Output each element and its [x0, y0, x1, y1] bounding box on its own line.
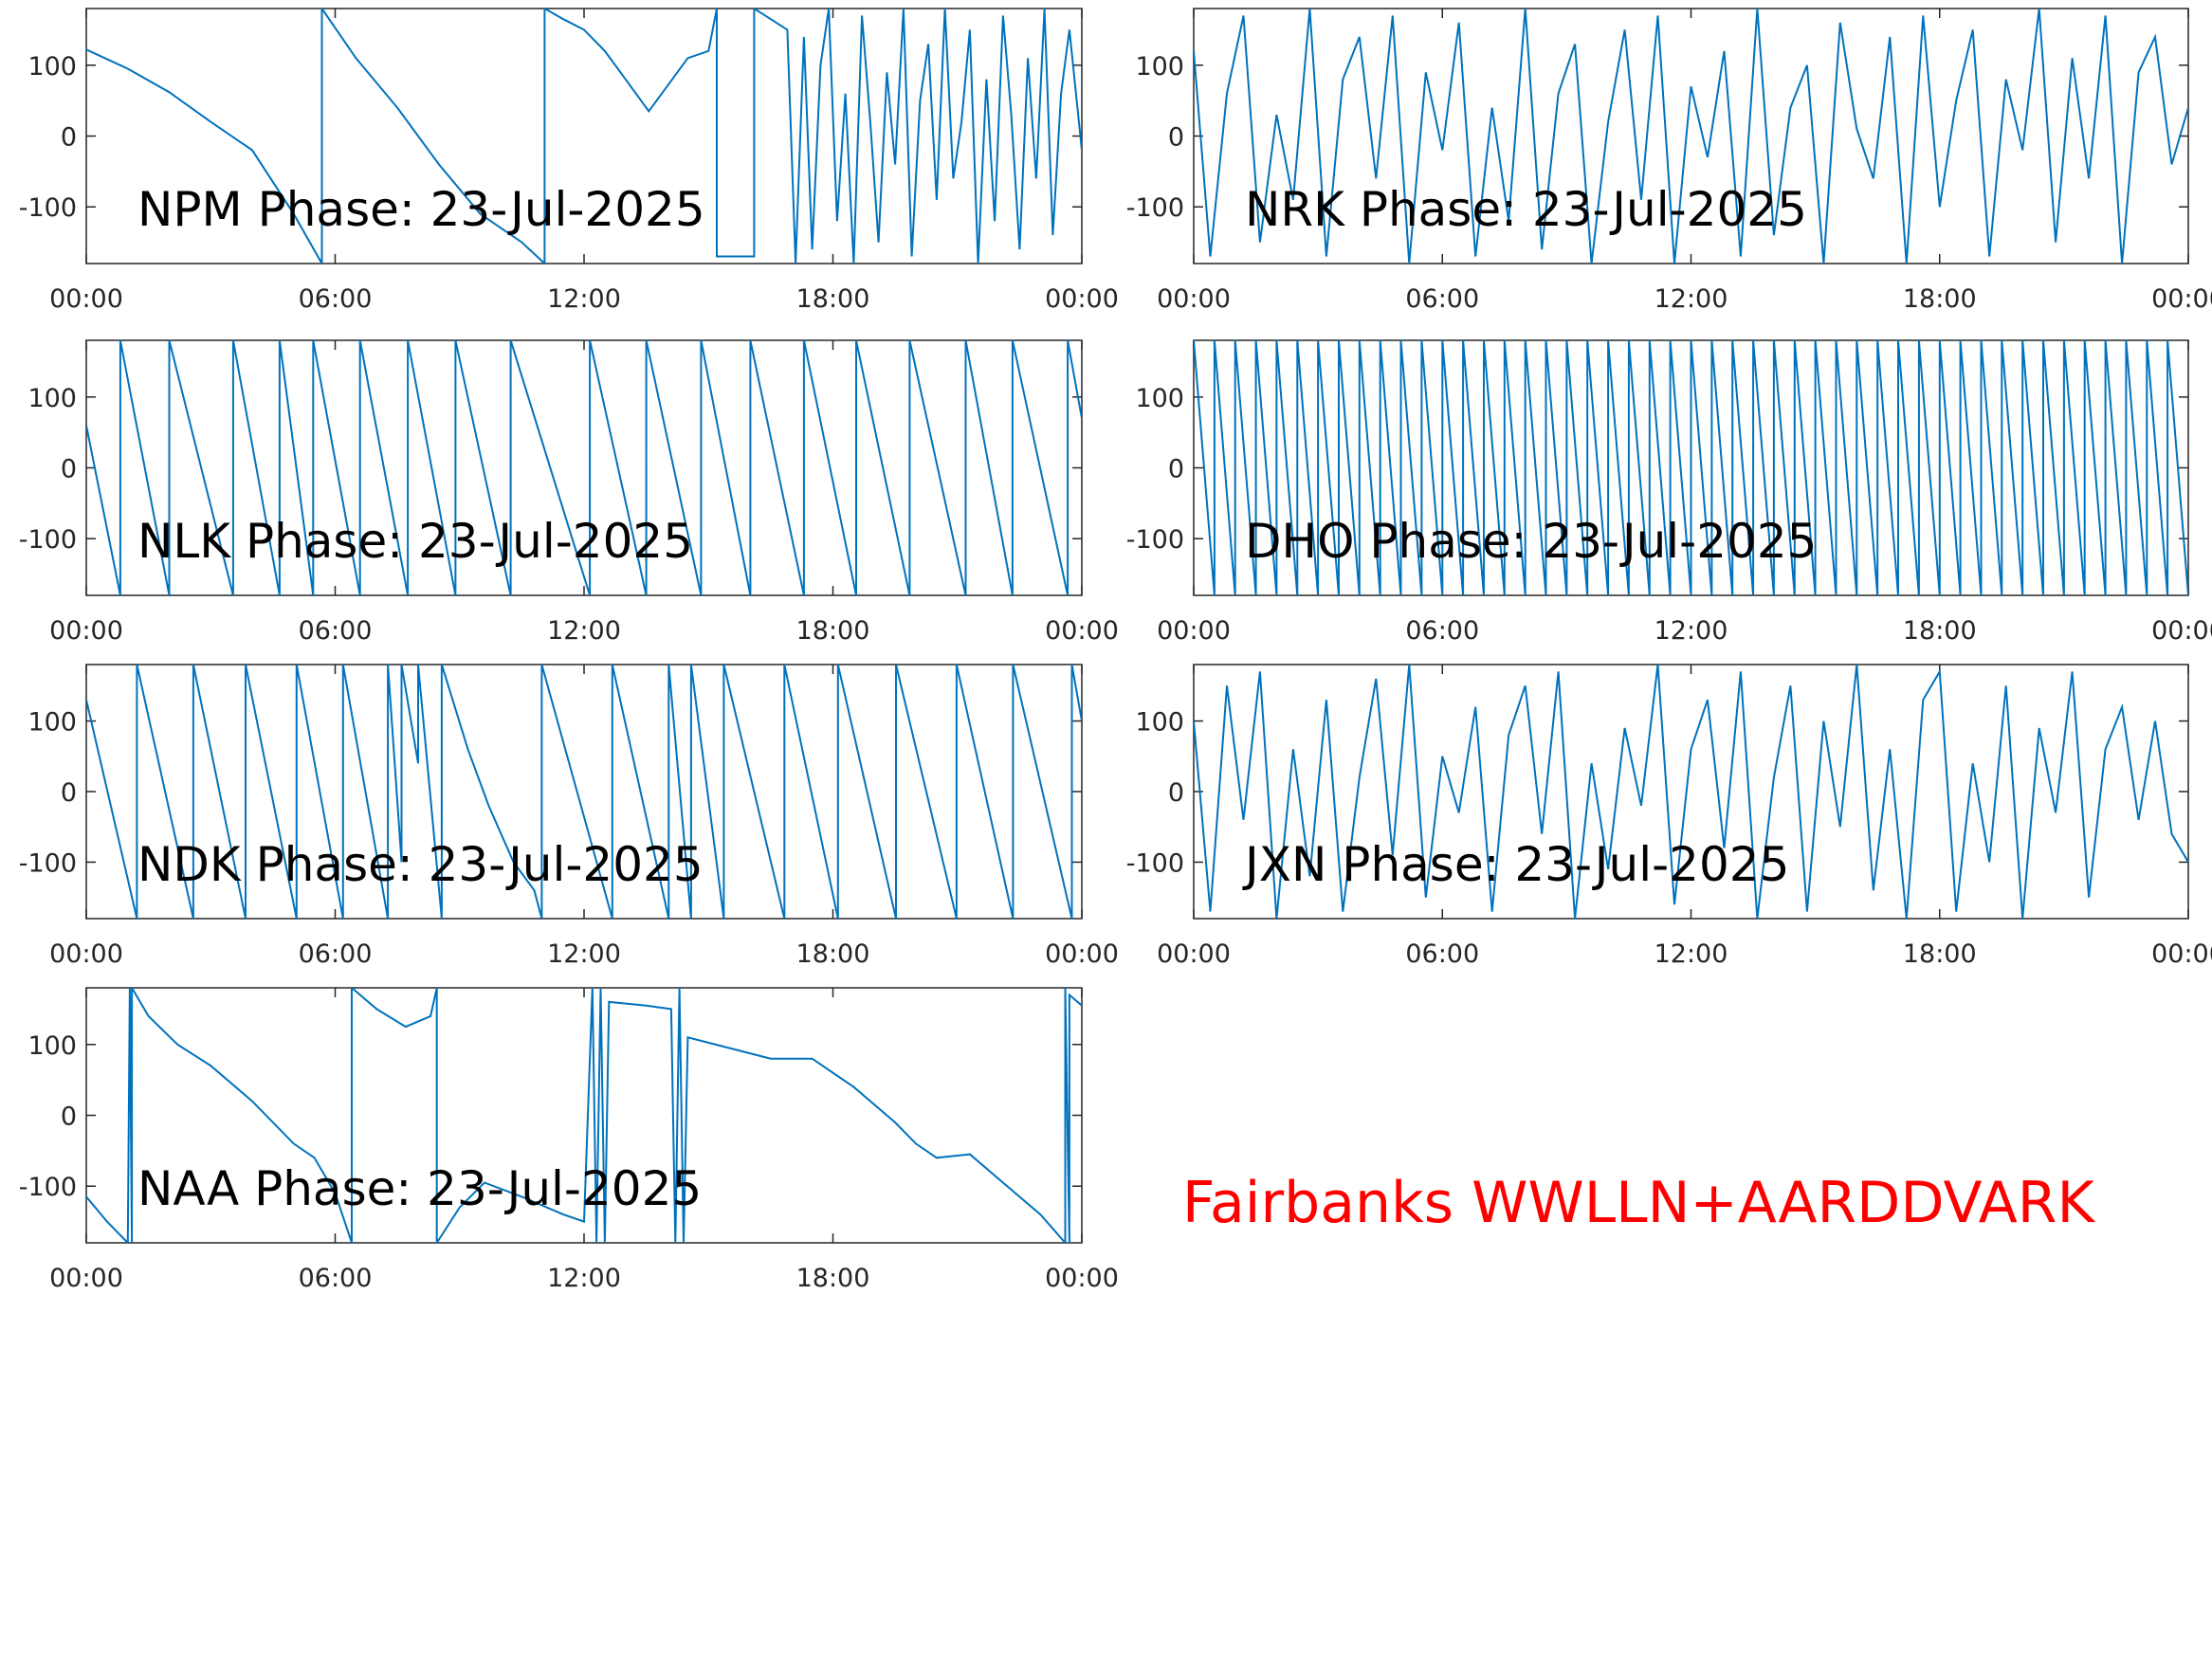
subplot: -100 0 100 00:00 06:00 12:00 18:00 00:00 NAA Pha…: [19, 987, 1119, 1293]
chart-title: NDK Phase: 23-Jul-2025: [137, 837, 704, 892]
x-tick-label: 18:00: [796, 939, 870, 969]
x-tick-label: 12:00: [547, 616, 621, 646]
x-tick-label: 00:00: [1045, 284, 1119, 314]
phase-line: [86, 9, 1082, 264]
x-tick-label: 00:00: [49, 1264, 123, 1293]
subplot: -100 0 100 00:00 06:00 12:00 18:00 00:00 NPM Pha…: [19, 8, 1119, 314]
subplot: -100 0 100 00:00 06:00 12:00 18:00 00:00 NDK Pha…: [19, 664, 1119, 969]
chart-title: NRK Phase: 23-Jul-2025: [1245, 182, 1807, 237]
y-tick-label: 100: [27, 1031, 77, 1061]
chart-title: NAA Phase: 23-Jul-2025: [137, 1161, 702, 1216]
x-tick-label: 06:00: [299, 1264, 373, 1293]
y-tick-label: 100: [27, 52, 77, 82]
y-tick-label: 100: [27, 708, 77, 738]
x-tick-label: 18:00: [796, 616, 870, 646]
x-tick-label: 06:00: [1405, 284, 1479, 314]
y-tick-label: 0: [61, 455, 77, 484]
y-tick-label: 0: [1168, 778, 1184, 808]
y-tick-label: 100: [27, 384, 77, 413]
y-tick-label: 0: [1168, 123, 1184, 153]
axes-box: [1193, 664, 2189, 920]
y-tick-label: -100: [1126, 848, 1184, 878]
x-tick-label: 18:00: [1903, 939, 1977, 969]
y-tick-label: -100: [19, 193, 77, 223]
x-tick-label: 06:00: [299, 939, 373, 969]
x-tick-label: 00:00: [1045, 616, 1119, 646]
x-tick-label: 18:00: [796, 1264, 870, 1293]
y-tick-label: -100: [19, 525, 77, 555]
x-tick-label: 00:00: [49, 616, 123, 646]
phase-line: [86, 665, 1082, 919]
subplot: -100 0 100 00:00 06:00 12:00 18:00 00:00 NLK Pha…: [19, 339, 1119, 646]
subplot: -100 0 100 00:00 06:00 12:00 18:00 00:00 JXN Pha…: [1126, 664, 2212, 969]
x-tick-label: 00:00: [1157, 284, 1231, 314]
phase-line: [86, 988, 1082, 1243]
y-tick-label: 100: [1135, 708, 1184, 738]
annotation: Fairbanks WWLLN+AARDDVARK: [1182, 1170, 2095, 1236]
x-tick-label: 12:00: [547, 284, 621, 314]
y-tick-label: 0: [61, 1103, 77, 1132]
phase-line: [1194, 340, 2188, 595]
x-tick-label: 18:00: [1903, 616, 1977, 646]
y-tick-label: -100: [1126, 525, 1184, 555]
axes-box: [85, 664, 1083, 920]
x-tick-label: 12:00: [1654, 939, 1728, 969]
phase-line: [1194, 9, 2188, 264]
chart-title: DHO Phase: 23-Jul-2025: [1245, 514, 1817, 569]
x-tick-label: 06:00: [299, 616, 373, 646]
y-tick-label: -100: [19, 1173, 77, 1202]
x-tick-label: 00:00: [1157, 939, 1231, 969]
y-tick-label: 0: [61, 123, 77, 153]
axes-box: [85, 8, 1083, 264]
x-tick-label: 00:00: [2151, 616, 2212, 646]
y-tick-label: 0: [1168, 455, 1184, 484]
phase-line: [86, 340, 1082, 595]
x-tick-label: 00:00: [1157, 616, 1231, 646]
x-tick-label: 18:00: [1903, 284, 1977, 314]
y-tick-label: 100: [1135, 52, 1184, 82]
subplot: -100 0 100 00:00 06:00 12:00 18:00 00:00 DHO Pha…: [1126, 339, 2212, 646]
y-tick-label: -100: [19, 848, 77, 878]
x-tick-label: 00:00: [49, 939, 123, 969]
x-tick-label: 06:00: [1405, 616, 1479, 646]
x-tick-label: 12:00: [1654, 284, 1728, 314]
x-tick-label: 00:00: [2151, 284, 2212, 314]
chart-title: JXN Phase: 23-Jul-2025: [1242, 837, 1789, 892]
x-tick-label: 18:00: [796, 284, 870, 314]
subplot: -100 0 100 00:00 06:00 12:00 18:00 00:00 NRK Pha…: [1126, 8, 2212, 314]
x-tick-label: 12:00: [547, 1264, 621, 1293]
y-tick-label: 100: [1135, 384, 1184, 413]
x-tick-label: 12:00: [547, 939, 621, 969]
x-tick-label: 06:00: [299, 284, 373, 314]
y-tick-label: -100: [1126, 193, 1184, 223]
x-tick-label: 00:00: [49, 284, 123, 314]
x-tick-label: 00:00: [1045, 1264, 1119, 1293]
x-tick-label: 00:00: [1045, 939, 1119, 969]
x-tick-label: 00:00: [2151, 939, 2212, 969]
chart-title: NLK Phase: 23-Jul-2025: [137, 514, 693, 569]
x-tick-label: 12:00: [1654, 616, 1728, 646]
y-tick-label: 0: [61, 778, 77, 808]
x-tick-label: 06:00: [1405, 939, 1479, 969]
phase-line: [1194, 665, 2188, 919]
chart-title: NPM Phase: 23-Jul-2025: [137, 182, 705, 237]
